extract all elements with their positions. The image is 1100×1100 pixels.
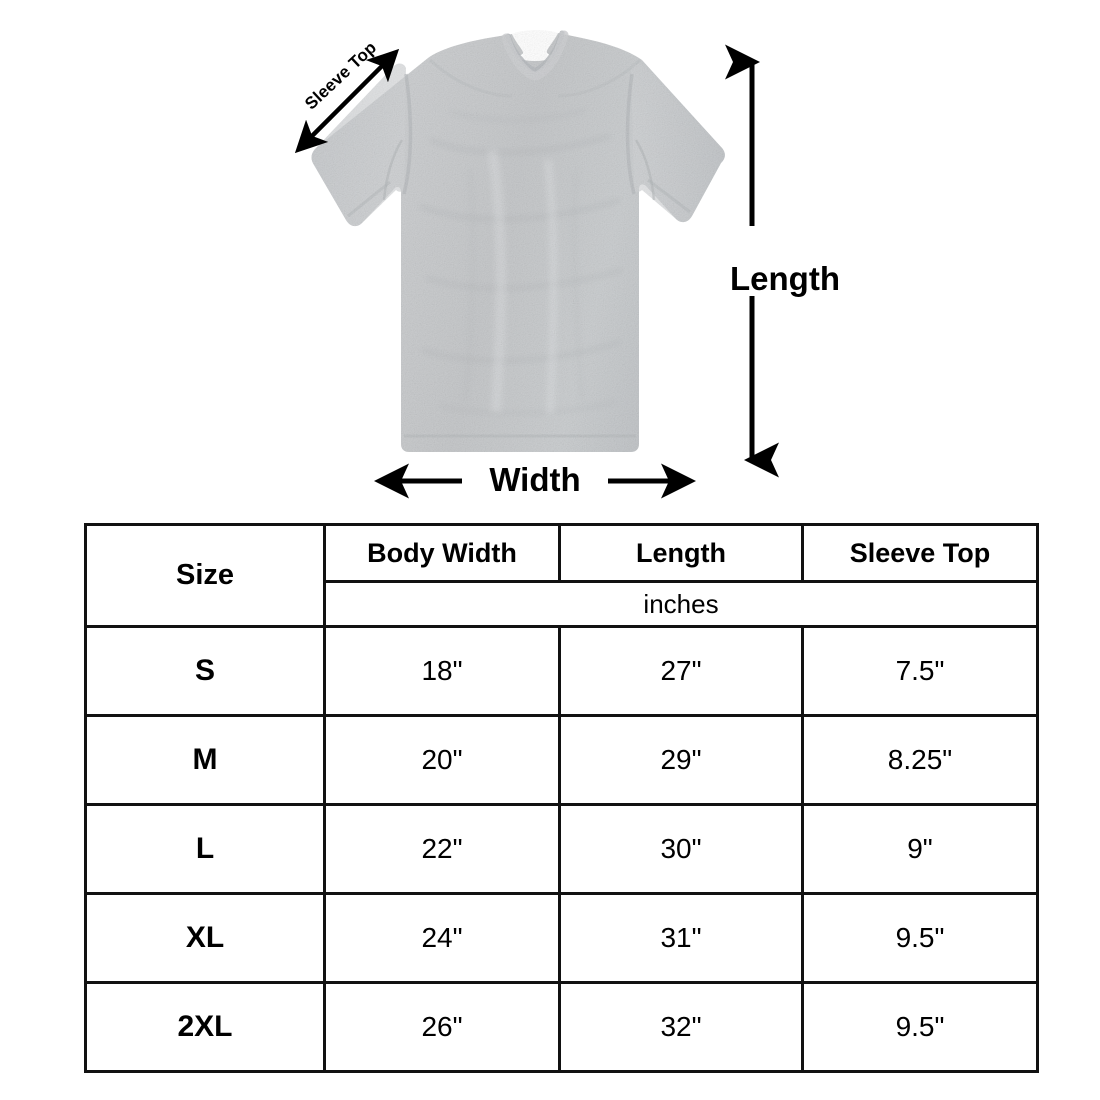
table-row: S 18" 27" 7.5" — [84, 625, 1039, 717]
cell-length-2xl: 32" — [558, 981, 804, 1073]
length-label: Length — [730, 260, 840, 297]
cell-body-width-s: 18" — [323, 625, 561, 717]
table-row: M 20" 29" 8.25" — [84, 714, 1039, 806]
header-sleeve-top: Sleeve Top — [801, 523, 1039, 583]
header-body-width: Body Width — [323, 523, 561, 583]
row-size-l: L — [84, 803, 326, 895]
table-header-row: Size Body Width Length Sleeve Top — [84, 523, 1039, 628]
cell-sleeve-top-s: 7.5" — [801, 625, 1039, 717]
width-arrow-icon — [373, 463, 696, 499]
sleeve-top-annotation: Sleeve Top — [282, 36, 412, 166]
cell-length-xl: 31" — [558, 892, 804, 984]
length-annotation: Length — [690, 40, 890, 480]
row-size-s: S — [84, 625, 326, 717]
table-row: 2XL 26" 32" 9.5" — [84, 981, 1039, 1073]
row-size-xl: XL — [84, 892, 326, 984]
cell-body-width-2xl: 26" — [323, 981, 561, 1073]
length-arrow-icon — [725, 44, 780, 478]
sleeve-top-arrow-icon — [294, 48, 400, 154]
cell-body-width-m: 20" — [323, 714, 561, 806]
size-chart-table-container: Size Body Width Length Sleeve Top inches… — [84, 523, 1039, 1073]
cell-length-s: 27" — [558, 625, 804, 717]
cell-body-width-xl: 24" — [323, 892, 561, 984]
row-size-m: M — [84, 714, 326, 806]
size-chart-table: Size Body Width Length Sleeve Top inches… — [84, 523, 1039, 1073]
cell-body-width-l: 22" — [323, 803, 561, 895]
cell-length-m: 29" — [558, 714, 804, 806]
cell-sleeve-top-l: 9" — [801, 803, 1039, 895]
header-size: Size — [84, 523, 326, 628]
header-length: Length — [558, 523, 804, 583]
table-row: XL 24" 31" 9.5" — [84, 892, 1039, 984]
table-row: L 22" 30" 9" — [84, 803, 1039, 895]
tshirt-measurement-diagram: Sleeve Top Length — [0, 0, 1100, 515]
width-label: Width — [489, 461, 581, 498]
cell-sleeve-top-2xl: 9.5" — [801, 981, 1039, 1073]
table-units-row: inches — [86, 580, 1039, 628]
cell-sleeve-top-xl: 9.5" — [801, 892, 1039, 984]
width-annotation: Width — [370, 455, 700, 510]
units-label: inches — [323, 580, 1039, 628]
row-size-2xl: 2XL — [84, 981, 326, 1073]
cell-sleeve-top-m: 8.25" — [801, 714, 1039, 806]
cell-length-l: 30" — [558, 803, 804, 895]
